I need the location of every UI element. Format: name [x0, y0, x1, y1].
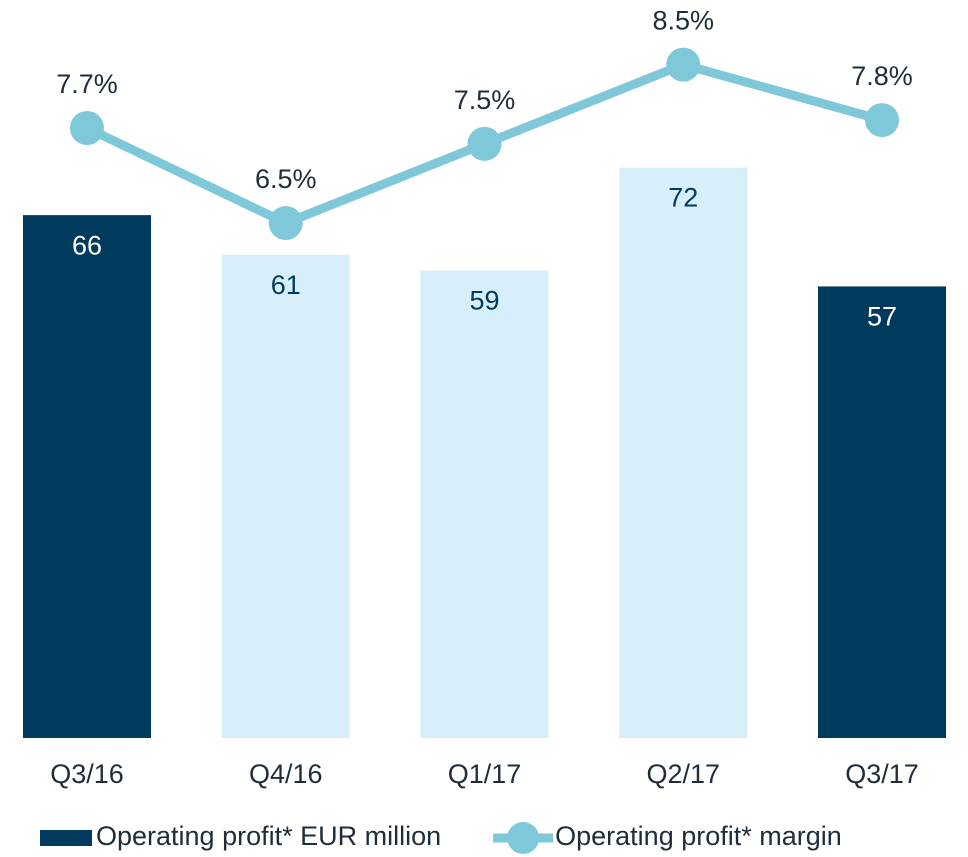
line-value-label: 7.7%: [56, 69, 118, 99]
bar-value-label: 57: [867, 302, 897, 332]
legend-marker: [507, 822, 540, 854]
bar-value-label: 66: [72, 230, 102, 260]
bar-value-label: 72: [668, 183, 698, 213]
x-tick-label: Q1/17: [448, 759, 522, 789]
line-value-label: 6.5%: [255, 164, 317, 194]
bar: [221, 254, 350, 738]
bar-value-label: 61: [271, 270, 301, 300]
legend-label: Operating profit* EUR million: [96, 821, 441, 851]
line-value-label: 7.8%: [851, 61, 913, 91]
legend-swatch: [40, 830, 92, 846]
line-value-label: 8.5%: [652, 6, 714, 36]
line-marker: [865, 103, 899, 138]
legend-label: Operating profit* margin: [555, 821, 842, 851]
bar: [619, 167, 748, 739]
bar: [420, 270, 549, 738]
line-marker: [268, 206, 303, 241]
line-marker: [467, 126, 502, 161]
line-marker: [70, 110, 104, 145]
x-tick-label: Q3/16: [50, 759, 124, 789]
x-tick-label: Q3/17: [845, 759, 919, 789]
line-marker: [666, 47, 701, 82]
bar: [23, 215, 151, 739]
line-value-label: 7.5%: [454, 85, 516, 115]
x-tick-label: Q2/17: [646, 759, 720, 789]
bar-value-label: 59: [469, 286, 499, 316]
x-tick-label: Q4/16: [249, 759, 323, 789]
bar: [818, 286, 946, 738]
